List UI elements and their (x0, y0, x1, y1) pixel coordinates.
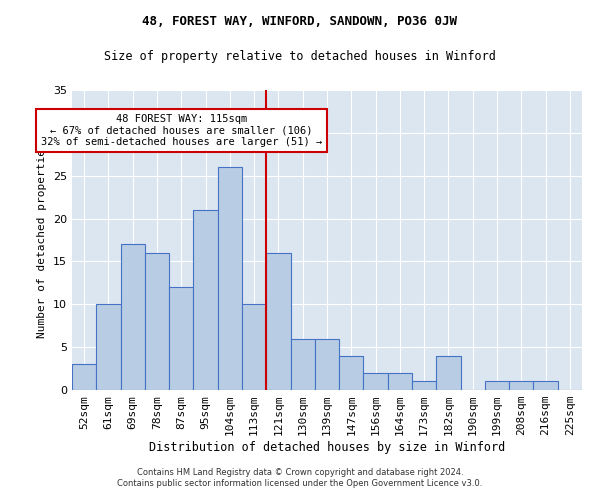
Bar (364, 373, 388, 390)
Bar (436, 356, 461, 390)
Bar (266, 253, 290, 390)
Text: Contains HM Land Registry data © Crown copyright and database right 2024.
Contai: Contains HM Land Registry data © Crown c… (118, 468, 482, 487)
Bar (193, 210, 218, 390)
Bar (388, 373, 412, 390)
Bar (290, 338, 315, 390)
Bar (412, 382, 436, 390)
Bar (169, 287, 193, 390)
Text: Size of property relative to detached houses in Winford: Size of property relative to detached ho… (104, 50, 496, 63)
X-axis label: Distribution of detached houses by size in Winford: Distribution of detached houses by size … (149, 441, 505, 454)
Bar (315, 338, 339, 390)
Text: 48, FOREST WAY, WINFORD, SANDOWN, PO36 0JW: 48, FOREST WAY, WINFORD, SANDOWN, PO36 0… (143, 15, 458, 28)
Bar (339, 356, 364, 390)
Bar (145, 253, 169, 390)
Bar (533, 382, 558, 390)
Bar (509, 382, 533, 390)
Y-axis label: Number of detached properties: Number of detached properties (37, 142, 47, 338)
Bar (72, 364, 96, 390)
Bar (96, 304, 121, 390)
Bar (485, 382, 509, 390)
Text: 48 FOREST WAY: 115sqm
← 67% of detached houses are smaller (106)
32% of semi-det: 48 FOREST WAY: 115sqm ← 67% of detached … (41, 114, 322, 147)
Bar (218, 167, 242, 390)
Bar (242, 304, 266, 390)
Bar (121, 244, 145, 390)
